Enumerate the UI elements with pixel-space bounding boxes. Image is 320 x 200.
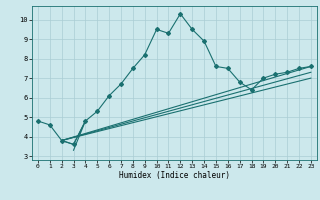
- X-axis label: Humidex (Indice chaleur): Humidex (Indice chaleur): [119, 171, 230, 180]
